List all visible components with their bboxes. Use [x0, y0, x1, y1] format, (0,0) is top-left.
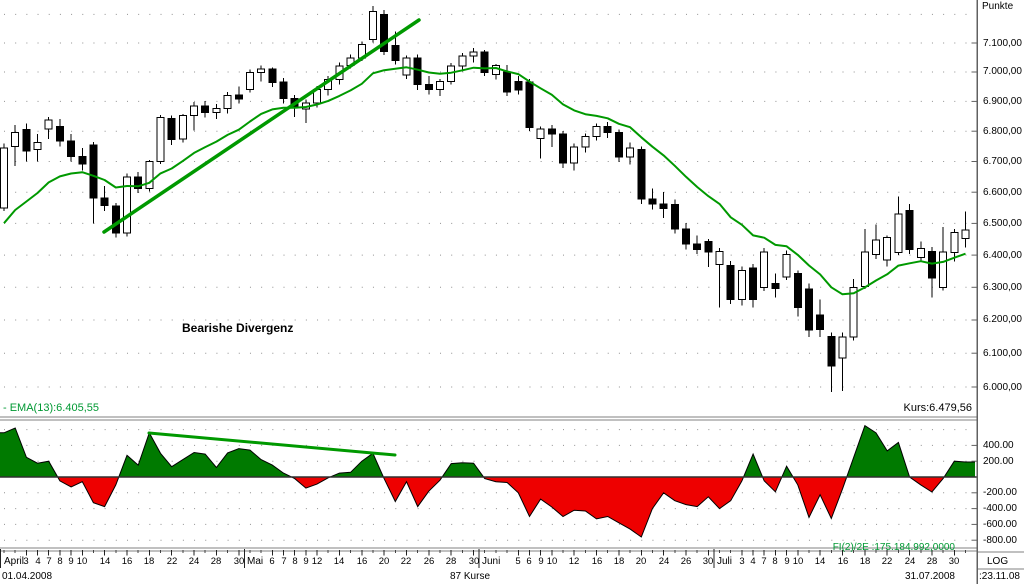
date-tick-label: 18 — [859, 556, 871, 567]
log-scale-label[interactable]: LOG — [987, 556, 1009, 567]
price-axis-label: 6.500,00 — [983, 218, 1022, 229]
date-tick-label: 9 — [68, 556, 74, 567]
date-tick-label: 4 — [35, 556, 41, 567]
date-tick-label: 7 — [761, 556, 767, 567]
start-date-label: 01.04.2008 — [2, 571, 53, 582]
date-tick-label: 10 — [546, 556, 558, 567]
date-tick-label: 22 — [166, 556, 178, 567]
month-label: April — [4, 556, 25, 567]
quote-count-label: 87 Kurse — [449, 571, 491, 582]
price-axis-label: 6.300,00 — [983, 282, 1022, 293]
month-label: Juni — [482, 556, 501, 567]
date-tick-label: 20 — [378, 556, 390, 567]
date-tick-label: 28 — [210, 556, 222, 567]
date-tick-label: 16 — [121, 556, 133, 567]
axis-tick-marks — [0, 42, 977, 568]
date-tick-label: 28 — [445, 556, 457, 567]
price-trendline[interactable] — [102, 18, 421, 234]
date-tick-label: 30 — [233, 556, 245, 567]
price-axis-label: 6.700,00 — [983, 156, 1022, 167]
date-tick-label: 30 — [702, 556, 714, 567]
price-axis-label: 6.600,00 — [983, 187, 1022, 198]
date-tick-label: 16 — [356, 556, 368, 567]
ema-value-label: - EMA(13):6.405,55 — [3, 402, 99, 414]
price-axis-label: 6.900,00 — [983, 96, 1022, 107]
date-tick-label: 4 — [750, 556, 756, 567]
date-tick-label: 18 — [143, 556, 155, 567]
date-tick-label: 14 — [333, 556, 345, 567]
date-tick-label: 12 — [311, 556, 323, 567]
date-tick-label: 14 — [814, 556, 826, 567]
price-axis-label: 6.000,00 — [983, 382, 1022, 393]
date-tick-label: 18 — [613, 556, 625, 567]
price-axis-label: 6.400,00 — [983, 250, 1022, 261]
price-axis-label: 7.000,00 — [983, 66, 1022, 77]
end-date-label: 31.07.2008 — [904, 571, 955, 582]
date-tick-label: 6 — [526, 556, 532, 567]
date-tick-label: 8 — [772, 556, 778, 567]
candlestick-series — [0, 5, 970, 393]
indicator-axis-label: 200.00 — [983, 456, 1014, 467]
date-tick-label: 9 — [538, 556, 544, 567]
date-tick-label: 14 — [99, 556, 111, 567]
date-tick-label: 3 — [23, 556, 29, 567]
date-tick-label: 10 — [792, 556, 804, 567]
price-axis-label: 7.100,00 — [983, 38, 1022, 49]
force-index-value-label: FI(2)/2E :175.184.992,0000 — [832, 542, 955, 553]
date-tick-label: 16 — [591, 556, 603, 567]
date-tick-label: 8 — [292, 556, 298, 567]
date-tick-label: 24 — [658, 556, 670, 567]
date-tick-label: 9 — [303, 556, 309, 567]
month-label: Juli — [717, 556, 733, 567]
date-tick-label: 20 — [635, 556, 647, 567]
date-tick-label: 6 — [269, 556, 275, 567]
date-tick-label: 30 — [948, 556, 960, 567]
date-tick-label: 5 — [515, 556, 521, 567]
date-tick-label: 22 — [881, 556, 893, 567]
date-tick-label: 24 — [188, 556, 200, 567]
month-label: Mai — [247, 556, 264, 567]
indicator-axis-label: 400.00 — [983, 440, 1014, 451]
divergence-annotation: Bearishe Divergenz — [182, 321, 294, 335]
ema-line — [3, 66, 966, 296]
last-price-label: Kurs:6.479,56 — [903, 402, 973, 414]
indicator-axis-label: -400.00 — [983, 503, 1017, 514]
date-tick-label: 22 — [400, 556, 412, 567]
date-tick-label: 26 — [423, 556, 435, 567]
price-axis-label: 6.800,00 — [983, 126, 1022, 137]
date-tick-label: 16 — [837, 556, 849, 567]
date-tick-label: 30 — [468, 556, 480, 567]
price-axis-label: 6.100,00 — [983, 348, 1022, 359]
indicator-axis-label: -600.00 — [983, 519, 1017, 530]
indicator-axis-label: -200.00 — [983, 487, 1017, 498]
date-tick-label: 28 — [926, 556, 938, 567]
date-tick-label: 24 — [904, 556, 916, 567]
force-index-area — [0, 424, 975, 538]
date-tick-label: 26 — [680, 556, 692, 567]
date-tick-label: 3 — [739, 556, 745, 567]
price-axis-label: 6.200,00 — [983, 314, 1022, 325]
date-tick-label: 7 — [281, 556, 287, 567]
indicator-trendline[interactable] — [147, 431, 397, 457]
date-tick-label: 7 — [46, 556, 52, 567]
points-unit-label: Punkte — [982, 1, 1014, 12]
indicator-axis-label: -800.00 — [983, 535, 1017, 546]
date-tick-label: 9 — [784, 556, 790, 567]
date-tick-label: 12 — [568, 556, 580, 567]
timestamp-label: :23.11.08 — [979, 571, 1020, 582]
date-tick-label: 8 — [57, 556, 63, 567]
date-tick-label: 10 — [76, 556, 88, 567]
